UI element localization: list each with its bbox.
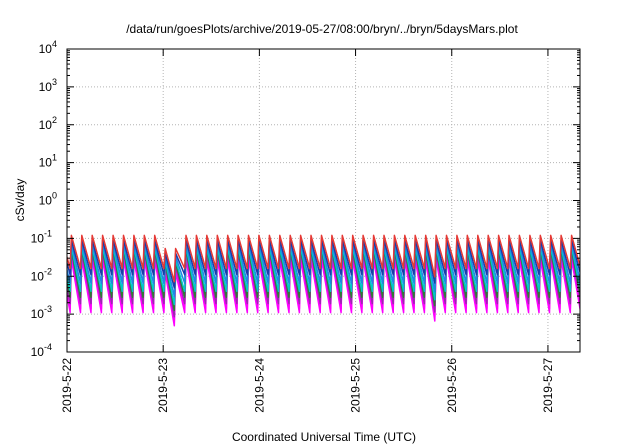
y-tick-label: 10-2	[31, 266, 52, 283]
x-tick-label: 2019-5-26	[445, 358, 459, 413]
y-tick-label: 101	[39, 153, 57, 170]
x-tick-labels: 2019-5-22 2019-5-23 2019-5-24 2019-5-25 2019…	[60, 358, 555, 413]
y-tick-label: 10-3	[31, 304, 52, 321]
y-tick-label: 10-1	[31, 228, 52, 245]
x-tick-label: 2019-5-23	[156, 358, 170, 413]
x-tick-label: 2019-5-27	[541, 358, 555, 413]
x-tick-label: 2019-5-24	[252, 358, 266, 413]
plot-area	[67, 234, 580, 327]
chart-title: /data/run/goesPlots/archive/2019-05-27/0…	[126, 22, 518, 36]
x-axis-label: Coordinated Universal Time (UTC)	[232, 430, 416, 444]
y-tick-labels: 10-4 10-3 10-2 10-1 100 101 102 103 104	[31, 39, 57, 359]
y-tick-label: 100	[39, 191, 57, 208]
y-tick-label: 10-4	[31, 342, 52, 359]
series-group	[67, 234, 580, 327]
y-tick-label: 104	[39, 39, 57, 56]
y-tick-label: 102	[39, 115, 57, 132]
plot-frame	[66, 48, 581, 353]
series-line	[67, 234, 580, 283]
x-tick-label: 2019-5-22	[60, 358, 74, 413]
x-tick-label: 2019-5-25	[349, 358, 363, 413]
y-tick-label: 103	[39, 77, 57, 94]
y-axis-label: cSv/day	[13, 179, 27, 222]
